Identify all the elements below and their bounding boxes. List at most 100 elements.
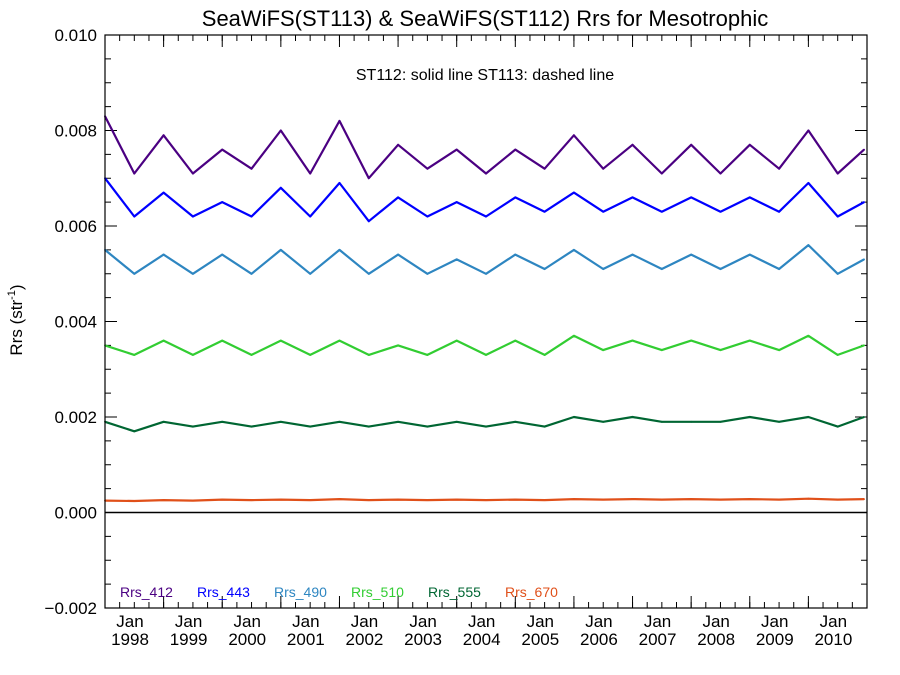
x-tick-year: 1998 <box>111 630 149 649</box>
data-point-Rrs_555 <box>778 420 780 423</box>
data-point-Rrs_412 <box>690 143 693 146</box>
series-line-Rrs_412-dashed <box>104 115 865 179</box>
data-point-Rrs_670 <box>485 499 487 501</box>
data-point-Rrs_555 <box>631 416 634 418</box>
data-point-Rrs_490 <box>192 272 194 275</box>
x-tick-month: Jan <box>234 612 261 631</box>
data-point-Rrs_670 <box>836 498 839 501</box>
data-point-Rrs_443 <box>397 196 399 199</box>
data-point-Rrs_555 <box>309 425 312 428</box>
x-tick-year: 2002 <box>346 630 384 649</box>
data-point-Rrs_555 <box>455 420 458 423</box>
data-point-Rrs_412 <box>660 172 663 175</box>
data-point-Rrs_670 <box>807 497 810 500</box>
data-point-Rrs_490 <box>863 258 865 261</box>
x-tick-month: Jan <box>292 612 319 631</box>
data-point-Rrs_510 <box>309 354 312 356</box>
x-tick-year: 1999 <box>170 630 208 649</box>
data-point-Rrs_670 <box>690 498 693 500</box>
series-line-Rrs_555-dashed <box>104 416 865 432</box>
data-point-Rrs_555 <box>690 420 693 423</box>
series-line-Rrs_412-solid <box>104 115 865 180</box>
y-tick-label: 0.000 <box>54 504 97 523</box>
data-point-Rrs_412 <box>367 177 370 180</box>
series-line-Rrs_555-solid <box>104 415 865 433</box>
data-point-Rrs_555 <box>485 425 487 428</box>
data-point-Rrs_555 <box>602 420 605 423</box>
data-point-Rrs_510 <box>836 354 839 356</box>
data-point-Rrs_555 <box>279 420 282 423</box>
data-point-Rrs_443 <box>631 196 634 199</box>
data-point-Rrs_490 <box>514 253 517 256</box>
y-axis-label-sup: -1 <box>6 290 18 300</box>
series-line-Rrs_490-solid <box>104 244 865 275</box>
data-point-Rrs_490 <box>836 272 839 275</box>
data-point-Rrs_510 <box>748 339 751 342</box>
data-point-Rrs_510 <box>221 339 224 342</box>
data-point-Rrs_490 <box>631 253 634 256</box>
y-axis-label-tail: ) <box>7 284 26 290</box>
data-point-Rrs_670 <box>748 498 751 500</box>
data-point-Rrs_670 <box>631 498 634 500</box>
data-point-Rrs_510 <box>690 339 693 342</box>
data-point-Rrs_510 <box>719 349 722 351</box>
chart-title: SeaWiFS(ST113) & SeaWiFS(ST112) Rrs for … <box>202 6 768 31</box>
data-point-Rrs_510 <box>279 339 282 342</box>
data-point-Rrs_412 <box>192 172 194 175</box>
data-point-Rrs_443 <box>162 191 165 194</box>
data-point-Rrs_670 <box>778 498 780 501</box>
data-point-Rrs_510 <box>426 354 429 356</box>
x-tick-month: Jan <box>351 612 378 631</box>
data-point-Rrs_412 <box>748 143 751 146</box>
data-point-Rrs_490 <box>367 272 370 275</box>
data-point-Rrs_670 <box>221 498 224 501</box>
data-point-Rrs_490 <box>133 272 136 275</box>
legend-entry-Rrs_510: Rrs_510 <box>351 584 404 600</box>
data-point-Rrs_490 <box>426 272 429 275</box>
data-point-Rrs_510 <box>807 334 810 337</box>
data-point-Rrs_555 <box>543 425 546 428</box>
y-axis-label-main: Rrs (str <box>7 300 26 356</box>
data-point-Rrs_412 <box>807 129 810 132</box>
series-line-Rrs_510-dashed <box>104 335 865 356</box>
data-point-Rrs_670 <box>309 499 312 501</box>
data-point-Rrs_443 <box>485 215 487 218</box>
y-tick-label: −0.002 <box>45 599 97 618</box>
data-point-Rrs_670 <box>338 498 341 500</box>
x-tick-year: 2007 <box>639 630 677 649</box>
legend-entry-Rrs_412: Rrs_412 <box>120 584 173 600</box>
x-tick-year: 2000 <box>228 630 266 649</box>
legend-entry-Rrs_443: Rrs_443 <box>197 584 250 600</box>
series-line-Rrs_490-dashed <box>104 244 865 275</box>
data-point-Rrs_412 <box>573 134 575 137</box>
data-point-Rrs_510 <box>485 354 487 356</box>
data-point-Rrs_670 <box>863 498 865 500</box>
data-point-Rrs_490 <box>573 249 575 251</box>
data-point-Rrs_443 <box>807 182 810 184</box>
data-point-Rrs_443 <box>133 215 136 218</box>
data-point-Rrs_490 <box>660 268 663 270</box>
x-tick-month: Jan <box>644 612 671 631</box>
y-tick-label: 0.006 <box>54 217 97 236</box>
data-point-Rrs_670 <box>250 499 253 501</box>
chart-annotation: ST112: solid line ST113: dashed line <box>356 67 614 84</box>
data-point-Rrs_443 <box>514 196 517 199</box>
data-point-Rrs_670 <box>367 499 370 501</box>
data-point-Rrs_412 <box>602 167 605 170</box>
x-tick-month: Jan <box>468 612 495 631</box>
data-point-Rrs_555 <box>367 425 370 428</box>
data-point-Rrs_670 <box>719 498 722 501</box>
data-point-Rrs_510 <box>573 334 575 337</box>
data-point-Rrs_555 <box>807 416 810 418</box>
data-point-Rrs_555 <box>719 420 722 423</box>
data-point-Rrs_555 <box>573 416 575 418</box>
data-point-Rrs_490 <box>602 268 605 270</box>
data-point-Rrs_490 <box>162 253 165 256</box>
data-point-Rrs_490 <box>338 249 341 251</box>
x-tick-month: Jan <box>116 612 143 631</box>
data-point-Rrs_510 <box>162 339 165 342</box>
data-point-Rrs_555 <box>514 420 517 423</box>
data-point-Rrs_412 <box>719 172 722 175</box>
data-point-Rrs_412 <box>543 167 546 170</box>
